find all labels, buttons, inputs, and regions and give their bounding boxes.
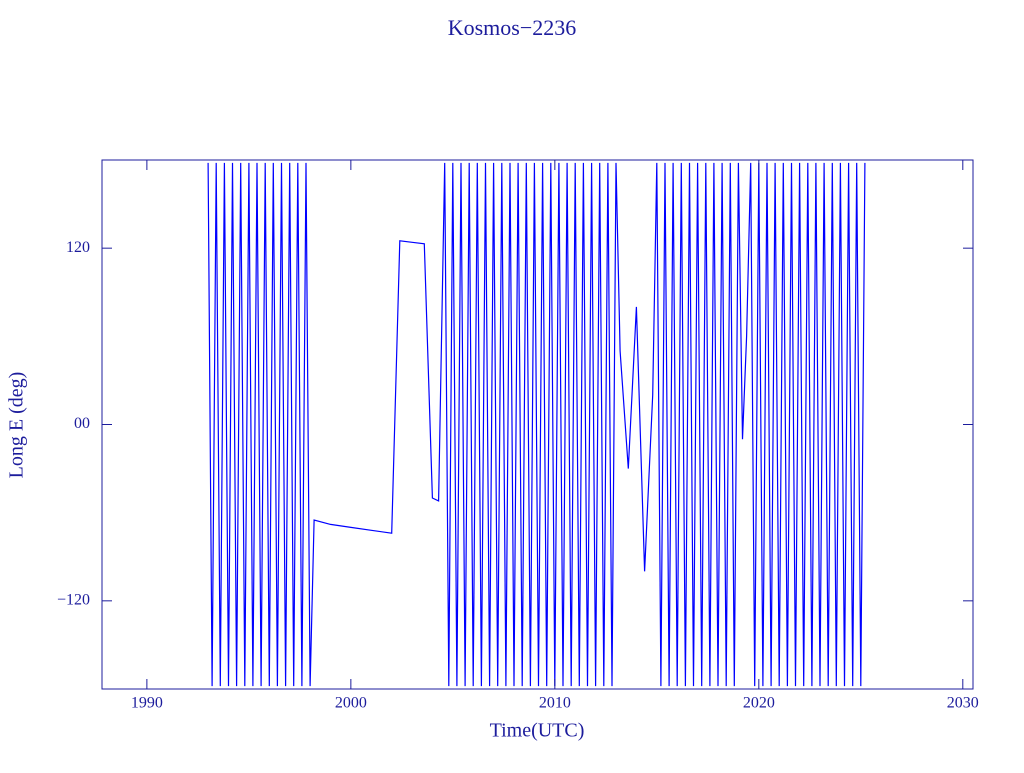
x-axis-label: Time(UTC) bbox=[490, 720, 585, 742]
x-tick-label: 2020 bbox=[743, 695, 775, 712]
chart-title: Kosmos−2236 bbox=[448, 15, 577, 40]
y-tick-label: −120 bbox=[57, 592, 90, 609]
plot-area bbox=[207, 162, 866, 687]
y-tick-label: 120 bbox=[66, 239, 90, 256]
x-tick-label: 1990 bbox=[131, 695, 163, 712]
x-tick-label: 2030 bbox=[947, 695, 979, 712]
x-tick-label: 2010 bbox=[539, 695, 571, 712]
y-tick-label: 00 bbox=[74, 415, 90, 432]
x-tick-label: 2000 bbox=[335, 695, 367, 712]
y-axis-label: Long E (deg) bbox=[6, 372, 28, 479]
data-line bbox=[207, 162, 866, 687]
